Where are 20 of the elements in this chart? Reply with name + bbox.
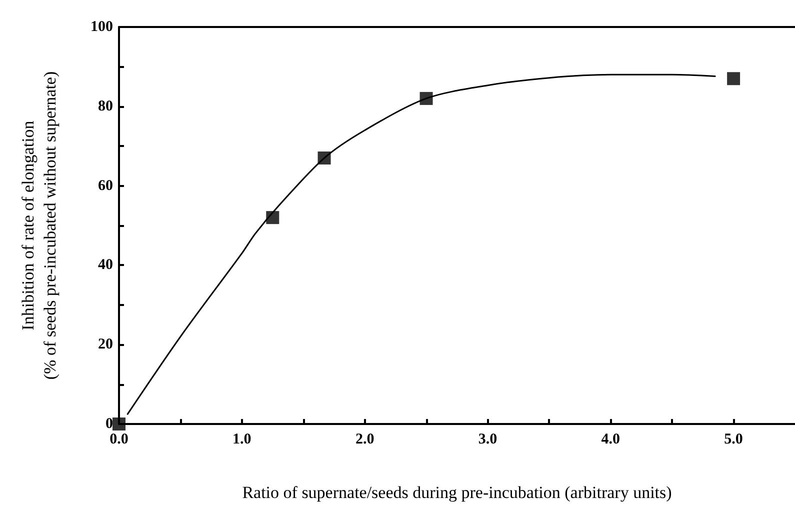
y-tick-label: 0	[106, 416, 113, 432]
x-tick-label: 3.0	[478, 432, 498, 448]
point	[727, 72, 740, 86]
x-axis-title: Ratio of supernate/seeds during pre-incubation (arbitrary units)	[242, 483, 672, 502]
line-series	[126, 74, 716, 415]
point	[266, 211, 280, 224]
y-tick-label: 40	[98, 257, 113, 274]
point	[112, 418, 126, 430]
x-tick-label: 1.0	[232, 432, 252, 448]
x-tick-label: 0.0	[110, 432, 128, 448]
y-tick-label: 20	[98, 336, 113, 353]
x-tick-label: 4.0	[601, 432, 620, 448]
y-tick-label: 60	[98, 178, 113, 194]
x-tick-label: 5.0	[724, 432, 743, 448]
y-tick-label: 80	[98, 98, 113, 114]
y-axis-title: Inhibition of rate of elongation (% of seeds pre-incubated without supernate)	[18, 71, 60, 380]
point	[420, 92, 433, 105]
x-tick-label: 2.0	[355, 432, 374, 448]
point	[318, 152, 331, 165]
y-tick-label: 100	[90, 19, 113, 35]
